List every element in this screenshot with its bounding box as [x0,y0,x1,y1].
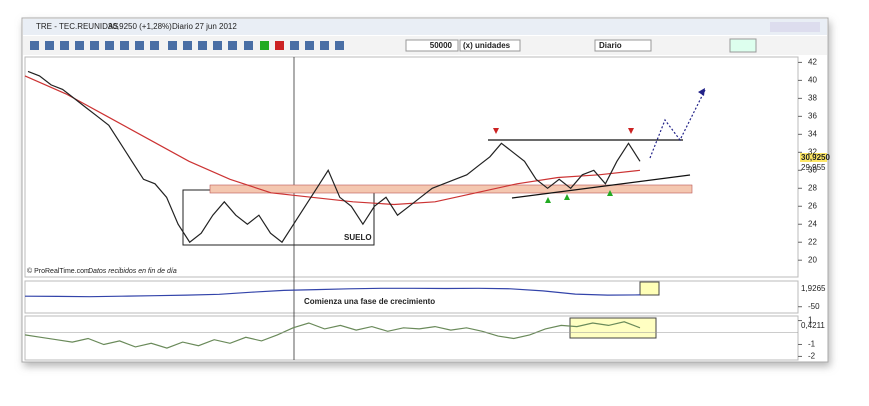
source: © ProRealTime.com [27,267,90,275]
highlight-box [569,317,657,339]
y-tick-label: 24 [808,219,817,228]
y-tick-label: 40 [808,75,817,84]
y-tick-label: 28 [808,183,817,192]
y-tick-label: 30 [808,165,817,174]
values-line [24,321,641,349]
title-bar [23,19,827,35]
support-band [209,184,693,194]
trend-line [511,174,691,199]
projection-arrow [698,88,705,96]
quote: 30,9250 (+1,28%) [108,22,172,31]
floor-label: SUELO [344,233,372,242]
oscillator-value: 1,9265 [801,284,826,293]
y-tick-label: 42 [808,58,817,67]
y-tick-label: -1 [808,340,816,349]
y-tick-label: 34 [808,129,817,138]
symbol: TRE - TEC.REUNIDAS [36,22,119,31]
close-line [27,70,641,244]
y-tick-label: 38 [808,93,817,102]
y-tick-label: 32 [808,147,817,156]
momentum-value: 0,4211 [801,321,825,330]
last-price-tag [800,153,827,162]
y-tick-label: 1 [808,316,813,325]
y-tick-label: -50 [808,302,820,311]
y-tick-label: 20 [808,255,817,264]
units-select[interactable] [459,39,521,52]
projection [649,89,706,159]
signal-arrows [493,128,634,203]
chart-icon[interactable] [729,38,757,53]
y-tick-label: 26 [808,201,817,210]
y-tick-label: 22 [808,237,817,246]
window-controls[interactable] [770,22,820,32]
source-note: Datos recibidos en fin de día [88,268,177,275]
quantity: 50000 [430,41,453,50]
oscillator-panel [24,280,799,314]
average-label: 29,955 [801,163,826,172]
main-panel [24,56,799,278]
tool-icons[interactable] [30,41,344,50]
quantity-field[interactable] [405,39,459,52]
y-tick-label: -2 [808,352,816,361]
momentum-panel [24,315,799,361]
date: 27 jun 2012 [195,22,237,31]
timeframe: Diario [599,41,622,50]
period: Diario [172,22,193,31]
highlight-box [639,281,660,296]
units: (x) unidades [463,41,511,50]
timeframe-select[interactable] [594,39,652,52]
last-price: 30,9250 [801,153,830,162]
values-line [24,287,641,298]
oscillator-annotation: Comienza una fase de crecimiento [304,297,435,306]
y-tick-label: 36 [808,111,817,120]
